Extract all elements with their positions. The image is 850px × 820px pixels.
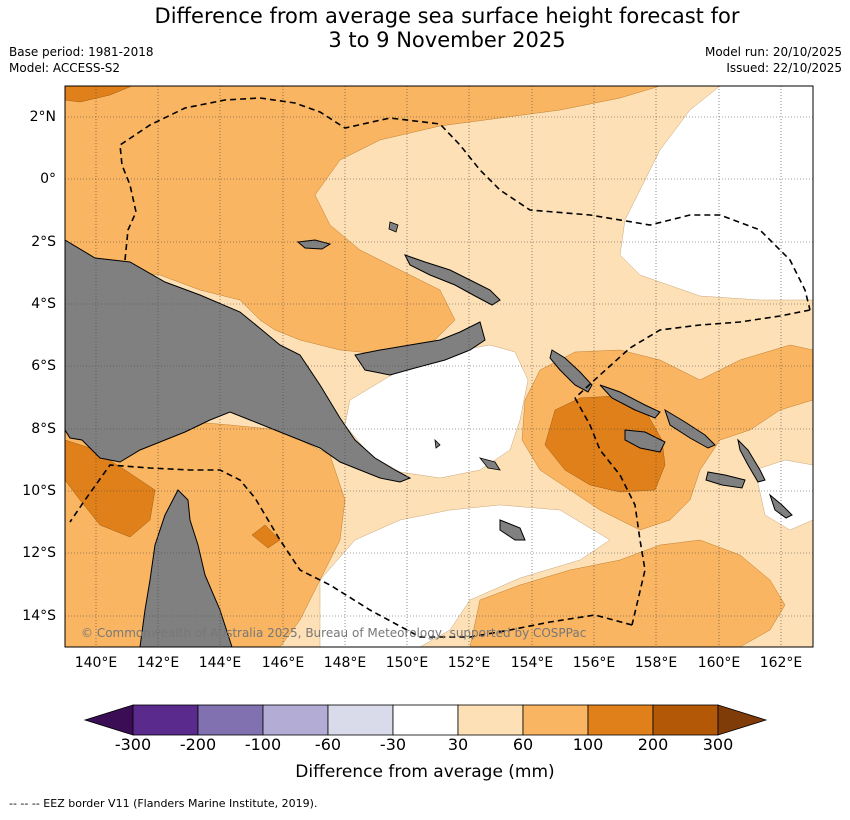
colorbar-extend-low bbox=[83, 704, 134, 736]
lon-label-154e: 154°E bbox=[510, 655, 554, 671]
colorbar-bin-6 bbox=[457, 704, 524, 736]
anomaly-60-100-se bbox=[469, 539, 786, 647]
colorbar-tick: 300 bbox=[702, 735, 734, 754]
lat-label-2n: 2°N bbox=[29, 109, 56, 125]
eez-borders bbox=[69, 97, 811, 638]
lon-label-156e: 156°E bbox=[572, 655, 616, 671]
land-bismarck-islets bbox=[388, 221, 501, 471]
title-line-1: Difference from average sea surface heig… bbox=[154, 4, 740, 28]
anomaly-100-200-solomon bbox=[544, 395, 666, 493]
anomaly-neutral-south bbox=[319, 504, 611, 647]
lon-label-148e: 148°E bbox=[323, 655, 367, 671]
lat-label-4s: 4°S bbox=[31, 296, 56, 312]
colorbar-bin-4 bbox=[327, 704, 394, 736]
colorbar-tick: 60 bbox=[512, 735, 534, 754]
colorbar-tick: -200 bbox=[179, 735, 217, 754]
base-period: Base period: 1981-2018 bbox=[9, 45, 154, 59]
land-cape-york bbox=[139, 489, 233, 647]
lon-label-140e: 140°E bbox=[74, 655, 118, 671]
colorbar-bin-3 bbox=[262, 704, 329, 736]
colorbar-tick: -60 bbox=[314, 735, 342, 754]
anomaly-60-100-nw bbox=[65, 86, 661, 356]
land-new-britain bbox=[354, 321, 486, 376]
map-area bbox=[65, 86, 813, 647]
land-vanuatu-north bbox=[737, 438, 766, 483]
lon-label-152e: 152°E bbox=[447, 655, 491, 671]
model-run: Model run: 20/10/2025 bbox=[704, 45, 842, 59]
colorbar-bin-5 bbox=[392, 704, 459, 736]
meta-left: Base period: 1981-2018 Model: ACCESS-S2 bbox=[9, 44, 154, 76]
title-line-2: 3 to 9 November 2025 bbox=[328, 28, 566, 52]
lat-label-12s: 12°S bbox=[22, 545, 56, 561]
land-guadalcanal bbox=[624, 429, 666, 453]
anomaly-100-200-north bbox=[65, 86, 133, 103]
colorbar-bin-7 bbox=[522, 704, 589, 736]
issued-date: Issued: 22/10/2025 bbox=[726, 61, 842, 75]
colorbar-bin-8 bbox=[587, 704, 654, 736]
lat-label-8s: 8°S bbox=[31, 421, 56, 437]
anomaly-100-200-small bbox=[251, 524, 281, 549]
lat-label-0: 0° bbox=[40, 171, 56, 187]
chart-title: Difference from average sea surface heig… bbox=[0, 4, 850, 52]
copyright-notice: © Commonwealth of Australia 2025, Bureau… bbox=[81, 626, 587, 640]
land-new-ireland bbox=[404, 254, 501, 306]
model-name: Model: ACCESS-S2 bbox=[9, 61, 121, 75]
graticule bbox=[65, 86, 813, 647]
colorbar-bin-9 bbox=[652, 704, 719, 736]
land-santa-isabel bbox=[599, 384, 661, 419]
land-louisiade bbox=[499, 519, 526, 541]
colorbar-tick: 100 bbox=[572, 735, 604, 754]
map-frame bbox=[64, 85, 814, 648]
colorbar-tick: 30 bbox=[447, 735, 469, 754]
colorbar-label: Difference from average (mm) bbox=[295, 762, 555, 782]
lon-label-158e: 158°E bbox=[634, 655, 678, 671]
colorbar-extend-high bbox=[717, 704, 768, 736]
lon-label-144e: 144°E bbox=[198, 655, 242, 671]
lat-label-14s: 14°S bbox=[22, 608, 56, 624]
land-makira bbox=[705, 471, 746, 489]
land-bougainville bbox=[549, 349, 593, 393]
lat-label-2s: 2°S bbox=[31, 234, 56, 250]
colorbar-bin-2 bbox=[197, 704, 264, 736]
lon-label-150e: 150°E bbox=[385, 655, 429, 671]
lon-label-146e: 146°E bbox=[261, 655, 305, 671]
colorbar bbox=[83, 704, 768, 736]
lat-label-10s: 10°S bbox=[22, 483, 56, 499]
lon-label-142e: 142°E bbox=[136, 655, 180, 671]
lon-label-160e: 160°E bbox=[697, 655, 741, 671]
colorbar-bin-1 bbox=[132, 704, 199, 736]
lon-label-162e: 162°E bbox=[759, 655, 803, 671]
anomaly-neutral-east bbox=[754, 459, 813, 531]
land-new-guinea bbox=[65, 239, 412, 483]
anomaly-neutral-ne bbox=[619, 86, 813, 301]
colorbar-tick: -30 bbox=[379, 735, 407, 754]
colorbar-tick: -300 bbox=[114, 735, 152, 754]
eez-footnote: -- -- -- EEZ border V11 (Flanders Marine… bbox=[9, 797, 318, 810]
colorbar-tick: 200 bbox=[637, 735, 669, 754]
meta-right: Model run: 20/10/2025 Issued: 22/10/2025 bbox=[705, 44, 842, 76]
colorbar-tick: -100 bbox=[244, 735, 282, 754]
lat-label-6s: 6°S bbox=[31, 358, 56, 374]
